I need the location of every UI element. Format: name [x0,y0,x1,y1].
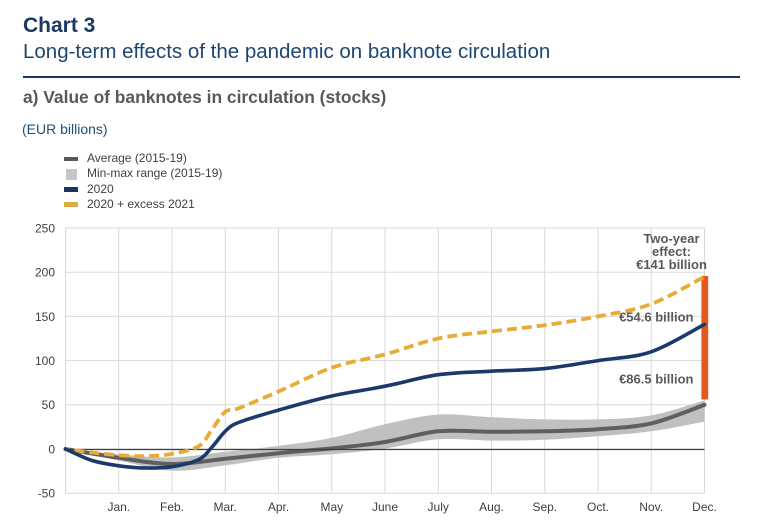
svg-text:Mar.: Mar. [214,500,237,514]
svg-text:100: 100 [35,354,55,368]
svg-text:-50: -50 [38,487,56,501]
svg-text:Sep.: Sep. [532,500,557,514]
svg-text:effect:: effect: [652,244,691,259]
svg-text:50: 50 [42,398,56,412]
svg-text:Aug.: Aug. [479,500,504,514]
svg-text:May: May [320,500,343,514]
svg-text:€86.5 billion: €86.5 billion [619,371,693,386]
svg-text:Dec.: Dec. [692,500,717,514]
svg-text:150: 150 [35,310,55,324]
svg-text:€141 billion: €141 billion [636,257,707,272]
svg-text:Nov.: Nov. [639,500,663,514]
svg-text:Oct.: Oct. [587,500,609,514]
svg-text:0: 0 [48,442,55,456]
svg-text:July: July [428,500,449,514]
svg-text:Jan.: Jan. [107,500,130,514]
svg-text:€54.6 billion: €54.6 billion [619,309,693,324]
svg-text:June: June [372,500,398,514]
svg-text:200: 200 [35,266,55,280]
svg-text:Two-year: Two-year [643,231,699,246]
svg-text:Feb.: Feb. [160,500,184,514]
svg-text:Apr.: Apr. [268,500,289,514]
svg-text:250: 250 [35,221,55,235]
